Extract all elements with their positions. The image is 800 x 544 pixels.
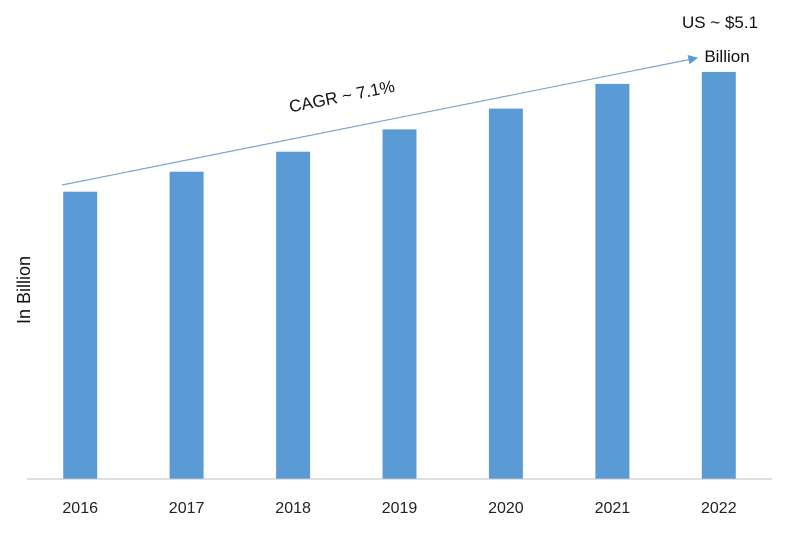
bar-2018: [276, 151, 311, 479]
bars-group: [63, 71, 736, 480]
bar-2020: [488, 108, 523, 479]
x-tick-label-2018: 2018: [275, 500, 311, 517]
x-tick-labels: 2016 2017 2018 2019 2020 2021 2022: [62, 500, 736, 517]
endpoint-annotation-line2: Billion: [704, 47, 749, 66]
bar-2022: [701, 71, 736, 480]
bar-2021: [595, 83, 630, 480]
endpoint-annotation-line1: US ~ $5.1: [682, 13, 758, 32]
x-tick-label-2021: 2021: [595, 500, 631, 517]
x-tick-label-2020: 2020: [488, 500, 524, 517]
x-tick-label-2022: 2022: [701, 500, 737, 517]
cagr-trend-arrow: [61, 54, 698, 186]
bar-2016: [63, 191, 98, 479]
x-tick-label-2017: 2017: [169, 500, 205, 517]
x-tick-label-2019: 2019: [382, 500, 418, 517]
bar-2017: [169, 171, 204, 479]
x-tick-label-2016: 2016: [62, 500, 98, 517]
bar-2019: [382, 129, 417, 479]
cagr-annotation: CAGR ~ 7.1%: [287, 77, 396, 117]
y-axis-label: In Billion: [14, 256, 34, 324]
